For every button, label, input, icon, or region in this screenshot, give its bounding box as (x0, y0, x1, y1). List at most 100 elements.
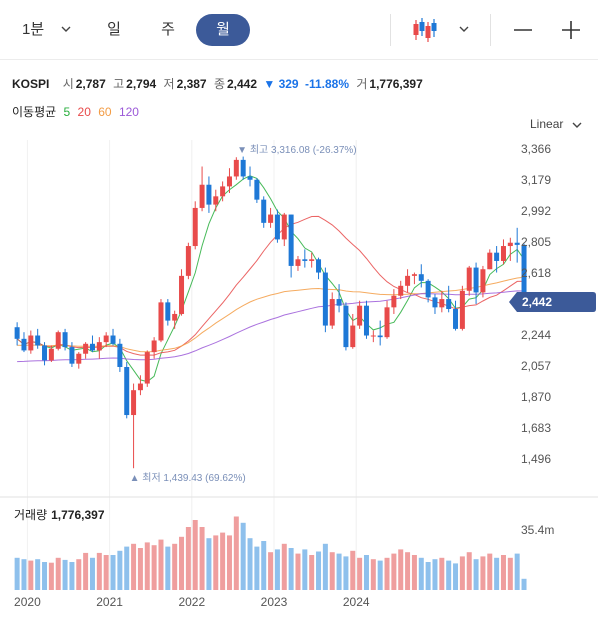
candle-body (220, 186, 226, 197)
y-tick-label: 3,179 (521, 173, 551, 187)
candle-body (405, 275, 411, 286)
candle-body (35, 335, 41, 346)
volume-bar (192, 520, 198, 590)
volume-bar (370, 559, 376, 590)
volume-bar (62, 559, 68, 590)
volume-bar (384, 557, 390, 590)
volume-panel-title: 거래량 1,776,397 (14, 506, 105, 523)
volume-bar (288, 548, 294, 590)
candle-body (425, 280, 431, 298)
candle-body (398, 285, 404, 296)
minus-icon (514, 29, 532, 31)
candle-body (466, 267, 472, 291)
candle-body (254, 179, 260, 200)
candle-body (247, 176, 253, 180)
ma-legend-item-20: 20 (77, 105, 91, 119)
volume-bar (151, 545, 157, 590)
interval-dropdown[interactable]: 1분 (22, 14, 78, 46)
volume-bar (274, 549, 280, 590)
volume-bar (158, 539, 164, 590)
candle-body (281, 214, 287, 240)
ma-legend-item-120: 120 (118, 105, 139, 119)
candle-body (42, 345, 48, 361)
candle-body (370, 335, 376, 337)
volume-bar (480, 556, 486, 590)
volume-bars (14, 516, 527, 590)
toolbar-divider (390, 14, 391, 46)
scale-dropdown[interactable]: Linear (530, 117, 583, 131)
candle-body (144, 352, 150, 384)
volume-bar (89, 557, 95, 590)
y-tick-label: 2,805 (521, 235, 551, 249)
volume-bar (233, 516, 239, 590)
volume-bar (21, 559, 27, 590)
volume-bar (494, 557, 500, 590)
candle-body (487, 252, 493, 270)
symbol-name: KOSPI (12, 77, 50, 91)
volume-bar (144, 542, 150, 590)
volume-bar (76, 559, 82, 590)
candle-body (494, 252, 500, 261)
candle-body (55, 332, 61, 349)
candle-body (302, 259, 308, 261)
volume-bar (500, 555, 506, 590)
candle-body (384, 307, 390, 338)
candle-body (213, 196, 219, 205)
last-price-tag-shape (509, 292, 596, 313)
chevron-down-icon (572, 122, 582, 128)
low-label: 저 (163, 77, 175, 91)
candle-body (233, 159, 239, 177)
volume-bar (302, 549, 308, 590)
period-week-button[interactable]: 주 (161, 21, 175, 38)
candle-body (172, 313, 178, 321)
candle-body (137, 383, 143, 391)
volume-bar (514, 553, 520, 590)
close-label: 종 (213, 77, 225, 91)
candle-body (418, 274, 424, 281)
chart-toolbar: 1분 일 주 월 (0, 0, 598, 60)
ma-legend-title: 이동평균 (12, 105, 57, 119)
last-price-label: 2,442 (522, 295, 552, 309)
volume-bar (103, 555, 109, 590)
toolbar-divider (490, 14, 491, 46)
high-low-annotations: ▼ 최고 3,316.08 (-26.37%) ▲ 최저 1,439.43 (69… (130, 144, 357, 484)
period-month-button[interactable]: 월 (196, 14, 250, 46)
volume-bar (14, 557, 20, 590)
volume-bar (405, 552, 411, 590)
candle-body (316, 259, 322, 273)
moving-average-legend[interactable]: 이동평균 5 20 60 120 (12, 103, 143, 120)
candle-body (261, 199, 267, 223)
candle-body (206, 184, 212, 205)
candle-body (117, 343, 123, 367)
volume-bar (281, 543, 287, 590)
volume-bar (391, 553, 397, 590)
change-percent: -11.88% (304, 77, 349, 91)
period-day-button[interactable]: 일 (107, 21, 121, 38)
candle-body (514, 242, 520, 245)
volume-bar (350, 550, 356, 590)
candle-body (473, 267, 479, 293)
y-tick-label: 2,618 (521, 266, 551, 280)
candle-body (363, 305, 369, 336)
volume-bar (96, 552, 102, 590)
volume-bar (226, 535, 232, 590)
ma-line-5 (16, 175, 525, 383)
zoom-in-button[interactable] (556, 14, 586, 46)
volume-bar (124, 546, 130, 590)
volume-bar (131, 543, 137, 590)
candle-body (288, 214, 294, 266)
candle-body (446, 299, 452, 309)
candle-body (377, 335, 383, 338)
volume-panel-label: 거래량 (14, 508, 48, 522)
candle-body (240, 159, 246, 177)
volume-bar (322, 543, 328, 590)
change-value: ▼ 329 (263, 77, 299, 91)
volume-bar (487, 553, 493, 590)
chart-type-dropdown[interactable] (410, 14, 476, 46)
y-tick-label: 2,992 (521, 204, 551, 218)
candle-body (199, 184, 205, 208)
candle-body (226, 176, 232, 187)
vertical-grid (26, 140, 357, 590)
zoom-out-button[interactable] (508, 14, 538, 46)
